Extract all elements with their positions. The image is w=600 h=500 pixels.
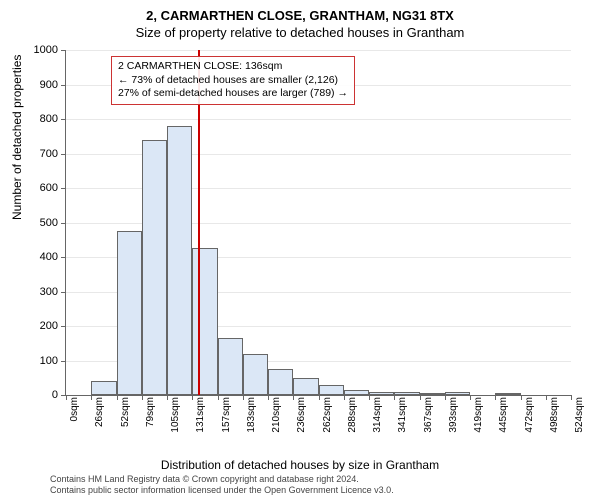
y-tick-mark bbox=[61, 292, 66, 293]
x-tick-label: 157sqm bbox=[221, 397, 232, 433]
histogram-bar bbox=[293, 378, 318, 395]
y-tick-mark bbox=[61, 154, 66, 155]
x-tick-mark bbox=[192, 395, 193, 400]
x-tick-label: 341sqm bbox=[397, 397, 408, 433]
histogram-bar bbox=[268, 369, 293, 395]
y-tick-mark bbox=[61, 85, 66, 86]
x-tick-mark bbox=[470, 395, 471, 400]
y-tick-mark bbox=[61, 257, 66, 258]
x-tick-mark bbox=[344, 395, 345, 400]
annotation-line3: 27% of semi-detached houses are larger (… bbox=[118, 87, 348, 101]
chart-title-address: 2, CARMARTHEN CLOSE, GRANTHAM, NG31 8TX bbox=[0, 0, 600, 23]
footer-line1: Contains HM Land Registry data © Crown c… bbox=[50, 474, 394, 485]
x-tick-mark bbox=[142, 395, 143, 400]
x-tick-mark bbox=[369, 395, 370, 400]
histogram-bar bbox=[445, 392, 470, 395]
x-tick-mark bbox=[571, 395, 572, 400]
histogram-bar bbox=[319, 385, 344, 395]
y-tick-label: 500 bbox=[0, 217, 58, 229]
y-tick-label: 1000 bbox=[0, 44, 58, 56]
y-tick-label: 700 bbox=[0, 148, 58, 160]
histogram-bar bbox=[344, 390, 369, 395]
x-tick-mark bbox=[495, 395, 496, 400]
x-tick-label: 472sqm bbox=[524, 397, 535, 433]
y-tick-label: 800 bbox=[0, 113, 58, 125]
y-tick-label: 300 bbox=[0, 286, 58, 298]
x-tick-mark bbox=[167, 395, 168, 400]
histogram-bar bbox=[218, 338, 243, 395]
x-tick-label: 419sqm bbox=[473, 397, 484, 433]
histogram-bar bbox=[142, 140, 167, 395]
y-tick-label: 200 bbox=[0, 320, 58, 332]
annotation-line1: 2 CARMARTHEN CLOSE: 136sqm bbox=[118, 60, 348, 74]
chart-area: 0sqm26sqm52sqm79sqm105sqm131sqm157sqm183… bbox=[65, 50, 570, 395]
x-tick-label: 26sqm bbox=[94, 397, 105, 427]
histogram-bar bbox=[495, 393, 520, 395]
histogram-bar bbox=[192, 248, 217, 395]
x-tick-label: 314sqm bbox=[372, 397, 383, 433]
y-tick-mark bbox=[61, 50, 66, 51]
x-tick-mark bbox=[394, 395, 395, 400]
x-tick-label: 131sqm bbox=[195, 397, 206, 433]
x-tick-mark bbox=[319, 395, 320, 400]
x-tick-label: 236sqm bbox=[296, 397, 307, 433]
x-tick-mark bbox=[521, 395, 522, 400]
gridline bbox=[66, 119, 571, 120]
x-tick-label: 79sqm bbox=[145, 397, 156, 427]
histogram-bar bbox=[243, 354, 268, 395]
x-tick-label: 393sqm bbox=[448, 397, 459, 433]
x-tick-mark bbox=[243, 395, 244, 400]
property-annotation: 2 CARMARTHEN CLOSE: 136sqm ← 73% of deta… bbox=[111, 56, 355, 105]
y-tick-mark bbox=[61, 188, 66, 189]
histogram-bar bbox=[420, 393, 445, 395]
y-tick-label: 400 bbox=[0, 251, 58, 263]
footer-line2: Contains public sector information licen… bbox=[50, 485, 394, 496]
y-tick-label: 900 bbox=[0, 79, 58, 91]
x-tick-mark bbox=[445, 395, 446, 400]
x-tick-label: 210sqm bbox=[271, 397, 282, 433]
x-tick-label: 183sqm bbox=[246, 397, 257, 433]
x-tick-label: 367sqm bbox=[423, 397, 434, 433]
histogram-bar bbox=[167, 126, 192, 395]
y-tick-mark bbox=[61, 326, 66, 327]
x-axis-label: Distribution of detached houses by size … bbox=[0, 458, 600, 472]
x-tick-mark bbox=[268, 395, 269, 400]
x-tick-label: 0sqm bbox=[69, 397, 80, 421]
annotation-line2: ← 73% of detached houses are smaller (2,… bbox=[118, 74, 348, 88]
gridline bbox=[66, 50, 571, 51]
x-tick-label: 498sqm bbox=[549, 397, 560, 433]
histogram-bar bbox=[369, 392, 394, 395]
x-tick-label: 445sqm bbox=[498, 397, 509, 433]
histogram-bar bbox=[91, 381, 116, 395]
x-tick-mark bbox=[218, 395, 219, 400]
y-tick-mark bbox=[61, 223, 66, 224]
y-tick-label: 0 bbox=[0, 389, 58, 401]
x-tick-label: 52sqm bbox=[120, 397, 131, 427]
x-tick-mark bbox=[293, 395, 294, 400]
x-tick-label: 262sqm bbox=[322, 397, 333, 433]
y-tick-label: 600 bbox=[0, 182, 58, 194]
x-tick-label: 105sqm bbox=[170, 397, 181, 433]
x-tick-mark bbox=[66, 395, 67, 400]
x-tick-mark bbox=[546, 395, 547, 400]
x-tick-mark bbox=[420, 395, 421, 400]
footer-attribution: Contains HM Land Registry data © Crown c… bbox=[50, 474, 394, 496]
x-tick-mark bbox=[91, 395, 92, 400]
chart-title-desc: Size of property relative to detached ho… bbox=[0, 23, 600, 40]
x-tick-mark bbox=[117, 395, 118, 400]
x-tick-label: 288sqm bbox=[347, 397, 358, 433]
y-tick-mark bbox=[61, 119, 66, 120]
y-tick-mark bbox=[61, 361, 66, 362]
histogram-bar bbox=[394, 392, 419, 395]
histogram-bar bbox=[117, 231, 142, 395]
x-tick-label: 524sqm bbox=[574, 397, 585, 433]
y-tick-label: 100 bbox=[0, 355, 58, 367]
